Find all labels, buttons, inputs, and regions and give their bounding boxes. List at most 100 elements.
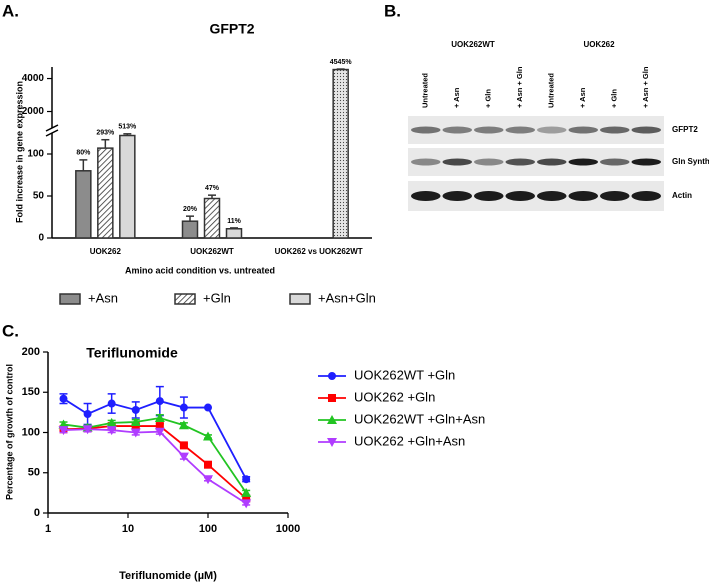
series-line [63,428,247,505]
marker [130,417,141,427]
band [411,158,441,166]
marker [178,420,189,430]
bar [75,170,92,239]
marker [131,405,140,414]
marker [106,426,117,436]
y-axis-label: Fold increase in gene expression [14,81,24,223]
marker [107,399,116,408]
bar-note: 11% [227,218,241,225]
y-axis-label: Percentage of growth of control [4,364,14,500]
bar [225,228,243,239]
marker [59,394,68,403]
band [568,191,598,201]
bar [181,220,199,239]
legend-swatch [59,293,81,305]
marker [328,394,336,402]
series-line [63,425,247,500]
marker [155,422,164,431]
marker [241,487,252,497]
band [568,126,598,134]
y-tick-label: 100 [27,149,44,160]
marker [242,494,251,503]
marker [58,426,69,436]
legend-label: UOK262WT +Gln [354,367,455,382]
legend-label: +Asn [88,290,118,305]
marker [328,372,336,380]
bar [119,134,136,239]
row-label: GFPT2 [672,125,698,134]
lane-label: + Asn [452,87,461,108]
legend-swatch [174,293,196,305]
band [505,158,535,166]
bar [97,147,114,239]
lane-label: + Gln [484,89,493,108]
legend-swatch [289,293,311,305]
band [411,126,441,134]
row-label: Gln Synth. [672,157,709,166]
marker [131,422,140,431]
legend-label: +Asn+Gln [318,290,376,305]
band [631,191,661,201]
x-tick-label: UOK262 vs UOK262WT [275,247,363,256]
y-tick-label: 100 [22,426,40,438]
lane-label: Untreated [421,73,430,108]
band [537,158,567,166]
marker [203,475,213,485]
bar-note: 293% [96,130,115,137]
band [600,158,630,166]
x-axis-label: Amino acid condition vs. untreated [125,265,275,275]
y-tick-label: 0 [34,507,40,519]
bar-note: 80% [76,150,91,157]
x-axis-label: Teriflunomide (µM) [119,570,217,582]
legend-label: UOK262WT +Gln+Asn [354,411,485,426]
legend-label: +Gln [203,290,231,305]
bar [332,68,349,239]
band [600,126,630,134]
marker [155,397,164,406]
marker [154,427,165,437]
panel-label: C. [2,321,19,340]
lane-label: + Gln [610,89,619,108]
band [600,191,630,201]
band [474,191,504,201]
marker [179,403,188,412]
series-line [63,397,247,480]
axis-break [45,129,59,137]
marker [154,413,165,423]
x-tick-label: 100 [199,523,217,535]
marker [179,441,188,450]
marker [204,460,212,469]
bar-note: 4545% [330,59,353,66]
marker [327,438,337,447]
bar-note: 47% [205,185,220,192]
band [631,158,661,166]
band [631,126,661,134]
marker [178,452,189,462]
panel-label: A. [2,1,19,20]
legend-label: UOK262 +Gln [354,389,435,404]
marker [327,415,337,424]
band [442,126,472,134]
x-tick-label: UOK262 [90,247,122,256]
chart-title: Teriflunomide [86,345,178,361]
y-tick-label: 200 [22,346,40,358]
band [474,158,504,166]
marker [130,428,141,438]
marker [106,417,117,427]
lane-label: + Asn + Gln [515,66,524,108]
bar [203,197,221,239]
group-label: UOK262WT [451,40,495,49]
x-tick-label: 1000 [276,523,300,535]
marker [82,425,93,435]
band [505,126,535,134]
marker [242,475,251,484]
lane-label: Untreated [547,73,556,108]
axis-break [45,124,59,132]
lane-label: + Asn [578,87,587,108]
legend-label: UOK262 +Gln+Asn [354,433,465,448]
group-label: UOK262 [583,40,615,49]
bar-note: 513% [118,124,137,131]
band [442,158,472,166]
x-tick-label: 1 [45,523,51,535]
band [568,158,598,166]
